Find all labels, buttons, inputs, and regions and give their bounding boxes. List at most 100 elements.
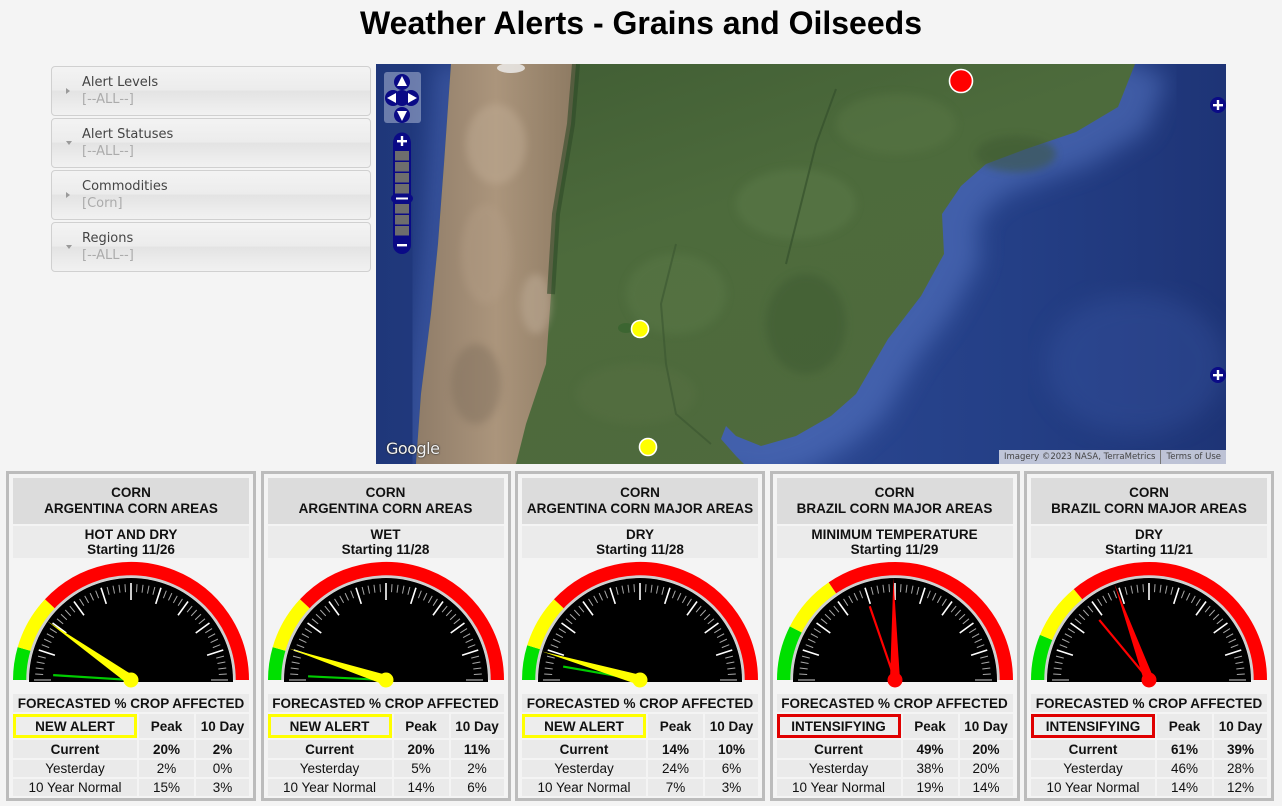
crop-affected-table: FORECASTED % CROP AFFECTED INTENSIFYING …: [1031, 694, 1267, 796]
column-header-peak: Peak: [393, 714, 449, 738]
expand-arrow-icon[interactable]: [66, 88, 70, 94]
gauge-band-red: [828, 562, 1013, 681]
filter-value: [--ALL--]: [82, 248, 134, 263]
commodity-label: CORN: [620, 485, 660, 500]
row-label-current: Current: [1031, 740, 1155, 758]
google-logo: Google: [386, 439, 440, 458]
gauge-needle-secondary: [53, 674, 132, 682]
current-10-day-value: 39%: [1214, 740, 1267, 758]
filter-regions[interactable]: Regions [--ALL--]: [51, 222, 371, 272]
alert-type-label: WET: [370, 527, 401, 542]
gauge-needle-main: [47, 621, 134, 685]
alert-marker[interactable]: [638, 437, 658, 457]
alert-marker[interactable]: [630, 319, 650, 339]
alert-status-badge: INTENSIFYING: [1031, 714, 1155, 738]
gauge-band-red: [1073, 562, 1267, 681]
current-10-day-value: 11%: [450, 740, 504, 758]
filter-value: [--ALL--]: [82, 92, 134, 107]
commodity-label: CORN: [874, 485, 915, 500]
row-label-current: Current: [13, 740, 137, 758]
row-label-10-year-normal: 10 Year Normal: [522, 779, 646, 796]
filter-value: [--ALL--]: [82, 144, 134, 159]
region-label: BRAZIL CORN MAJOR AREAS: [1051, 500, 1247, 516]
gauge-hub: [632, 672, 648, 688]
table-title: FORECASTED % CROP AFFECTED: [267, 694, 504, 712]
zoom-out-icon[interactable]: [393, 236, 411, 254]
row-label-current: Current: [267, 740, 392, 758]
start-date-label: Starting 11/21: [1105, 542, 1193, 557]
current-peak-value: 49%: [902, 740, 958, 758]
gauge-face: [538, 578, 742, 682]
alert-card: CORN ARGENTINA CORN AREAS WET Starting 1…: [260, 471, 511, 801]
alert-cards: CORN ARGENTINA CORN AREAS HOT AND DRY St…: [6, 471, 1274, 801]
gauge: [522, 562, 758, 688]
alert-card: CORN ARGENTINA CORN MAJOR AREAS DRY Star…: [515, 471, 765, 801]
expand-plus-icon[interactable]: [1210, 97, 1226, 113]
row-label-yesterday: Yesterday: [776, 760, 901, 777]
map-attribution: Imagery ©2023 NASA, TerraMetrics Terms o…: [998, 450, 1226, 464]
start-date-label: Starting 11/26: [87, 542, 175, 557]
pan-control[interactable]: [384, 72, 421, 123]
filter-panel: Alert Levels [--ALL--] Alert Statuses [-…: [51, 66, 371, 274]
gauge-band-yellow: [17, 599, 56, 652]
current-10-day-value: 10%: [705, 740, 758, 758]
gauge: [1031, 562, 1267, 688]
pan-right-icon[interactable]: [408, 93, 417, 103]
yesterday-10-day-value: 2%: [450, 760, 504, 777]
alert-status-badge: INTENSIFYING: [776, 714, 901, 738]
expand-plus-icon[interactable]: [1210, 367, 1226, 383]
start-date-label: Starting 11/28: [596, 542, 684, 557]
filter-label: Alert Levels: [82, 75, 159, 90]
satellite-map[interactable]: Google Imagery ©2023 NASA, TerraMetrics …: [376, 64, 1226, 464]
filter-commodities[interactable]: Commodities [Corn]: [51, 170, 371, 220]
table-title: FORECASTED % CROP AFFECTED: [522, 694, 758, 712]
collapse-arrow-icon[interactable]: [66, 245, 72, 249]
normal-10-day-value: 14%: [959, 779, 1013, 796]
gauge-band-red: [553, 562, 758, 681]
gauge-band-green: [776, 626, 802, 681]
zoom-slider-handle[interactable]: [391, 194, 413, 203]
start-date-label: Starting 11/28: [341, 542, 430, 557]
alert-card: CORN BRAZIL CORN MAJOR AREAS MINIMUM TEM…: [769, 471, 1020, 801]
imagery-credit: Imagery ©2023 NASA, TerraMetrics: [998, 450, 1161, 464]
alert-card-subheader: MINIMUM TEMPERATURE Starting 11/29: [776, 526, 1013, 558]
commodity-label: CORN: [365, 485, 406, 500]
divider: [1160, 450, 1162, 464]
alert-type-label: HOT AND DRY: [84, 527, 178, 542]
filter-alert-levels[interactable]: Alert Levels [--ALL--]: [51, 66, 371, 116]
alert-marker[interactable]: [948, 68, 974, 94]
start-date-label: Starting 11/29: [850, 542, 939, 557]
gauge-band-yellow: [527, 599, 565, 650]
alert-card-subheader: DRY Starting 11/28: [522, 526, 758, 558]
row-label-yesterday: Yesterday: [1031, 760, 1155, 777]
pan-left-icon[interactable]: [387, 93, 396, 103]
gauge-needle-main: [542, 651, 642, 685]
row-label-yesterday: Yesterday: [522, 760, 646, 777]
zoom-level-track[interactable]: [395, 151, 409, 236]
gauge-hub: [378, 672, 393, 688]
crop-affected-table: FORECASTED % CROP AFFECTED NEW ALERT Pea…: [267, 694, 504, 796]
zoom-control[interactable]: [391, 132, 413, 255]
map-imagery[interactable]: [376, 64, 1226, 464]
expand-arrow-icon[interactable]: [66, 192, 70, 198]
gauge-band-yellow: [1039, 589, 1083, 641]
terms-of-use-link[interactable]: Terms of Use: [1161, 450, 1226, 464]
row-label-current: Current: [776, 740, 901, 758]
pan-down-icon[interactable]: [397, 111, 407, 121]
commodity-label: CORN: [111, 485, 151, 500]
filter-alert-statuses[interactable]: Alert Statuses [--ALL--]: [51, 118, 371, 168]
crop-affected-table: FORECASTED % CROP AFFECTED INTENSIFYING …: [776, 694, 1013, 796]
table-title: FORECASTED % CROP AFFECTED: [1031, 694, 1267, 712]
region-label: ARGENTINA CORN AREAS: [298, 500, 473, 516]
yesterday-peak-value: 46%: [1157, 760, 1212, 777]
normal-peak-value: 19%: [902, 779, 958, 796]
pan-up-icon[interactable]: [397, 76, 407, 86]
gauge-needle-main: [1114, 584, 1154, 682]
zoom-in-icon[interactable]: [393, 132, 411, 150]
row-label-10-year-normal: 10 Year Normal: [267, 779, 392, 796]
filter-value: [Corn]: [82, 196, 123, 211]
row-label-10-year-normal: 10 Year Normal: [13, 779, 137, 796]
collapse-arrow-icon[interactable]: [66, 141, 72, 145]
normal-10-day-value: 3%: [196, 779, 249, 796]
alert-type-label: DRY: [625, 527, 654, 542]
